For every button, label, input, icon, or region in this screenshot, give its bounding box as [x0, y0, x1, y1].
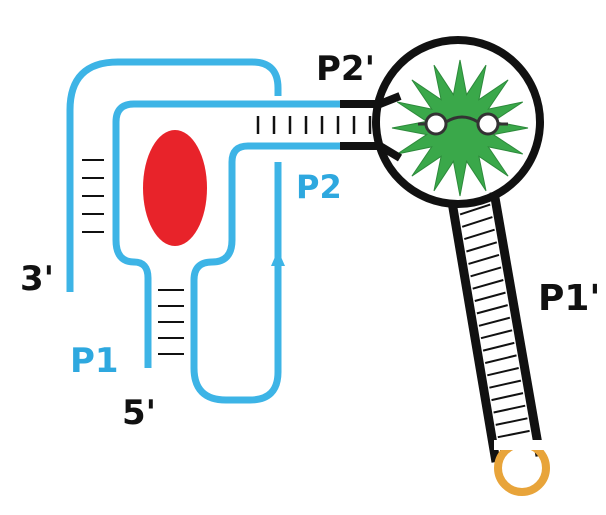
label-5-prime: 5'	[122, 393, 156, 433]
p1prime-base-pair	[487, 367, 519, 377]
p1prime-base-pair	[495, 417, 528, 426]
p1prime-base-pair	[474, 291, 506, 302]
p1prime-base-pair	[482, 341, 515, 352]
strand-p2-lower	[190, 142, 340, 404]
label-p1-prime: P1'	[538, 278, 600, 319]
central-motif	[418, 112, 508, 136]
p1prime-base-pair	[472, 279, 504, 290]
strand-p2prime-bottom	[340, 142, 403, 162]
p1prime-base-pair	[489, 379, 522, 389]
p1prime-base-pair	[470, 266, 502, 278]
green-starburst	[391, 59, 529, 197]
p1prime-base-pair	[497, 429, 530, 439]
red-ligand-blob	[143, 130, 207, 246]
p1prime-base-pair	[476, 304, 508, 315]
p1prime-base-pair	[466, 241, 498, 253]
strand-p2prime-top	[340, 92, 402, 108]
p1prime-base-pair	[459, 203, 491, 216]
strand-p1-left	[112, 100, 340, 368]
orange-loop	[494, 440, 550, 496]
p1prime-base-pair	[468, 253, 500, 265]
p2prime-base-pairs	[256, 116, 372, 134]
label-p2-prime: P2'	[316, 49, 375, 89]
p1-base-pairs	[158, 289, 184, 355]
p1prime-base-pair	[464, 228, 495, 241]
strand-3prime-arm	[66, 58, 282, 292]
p1prime-base-pair	[493, 404, 526, 414]
direction-arrow	[271, 250, 285, 266]
p1prime-base-pair	[491, 392, 524, 402]
p1prime-stem	[447, 191, 545, 463]
p1prime-base-pair	[484, 354, 517, 364]
p1prime-base-pair	[478, 316, 511, 327]
label-p2: P2	[296, 168, 342, 206]
left-stem-base-pairs	[82, 159, 104, 233]
p1prime-base-pair	[480, 329, 513, 340]
label-p1: P1	[70, 341, 119, 381]
p1prime-base-pair	[461, 216, 493, 228]
label-3-prime: 3'	[20, 259, 54, 299]
